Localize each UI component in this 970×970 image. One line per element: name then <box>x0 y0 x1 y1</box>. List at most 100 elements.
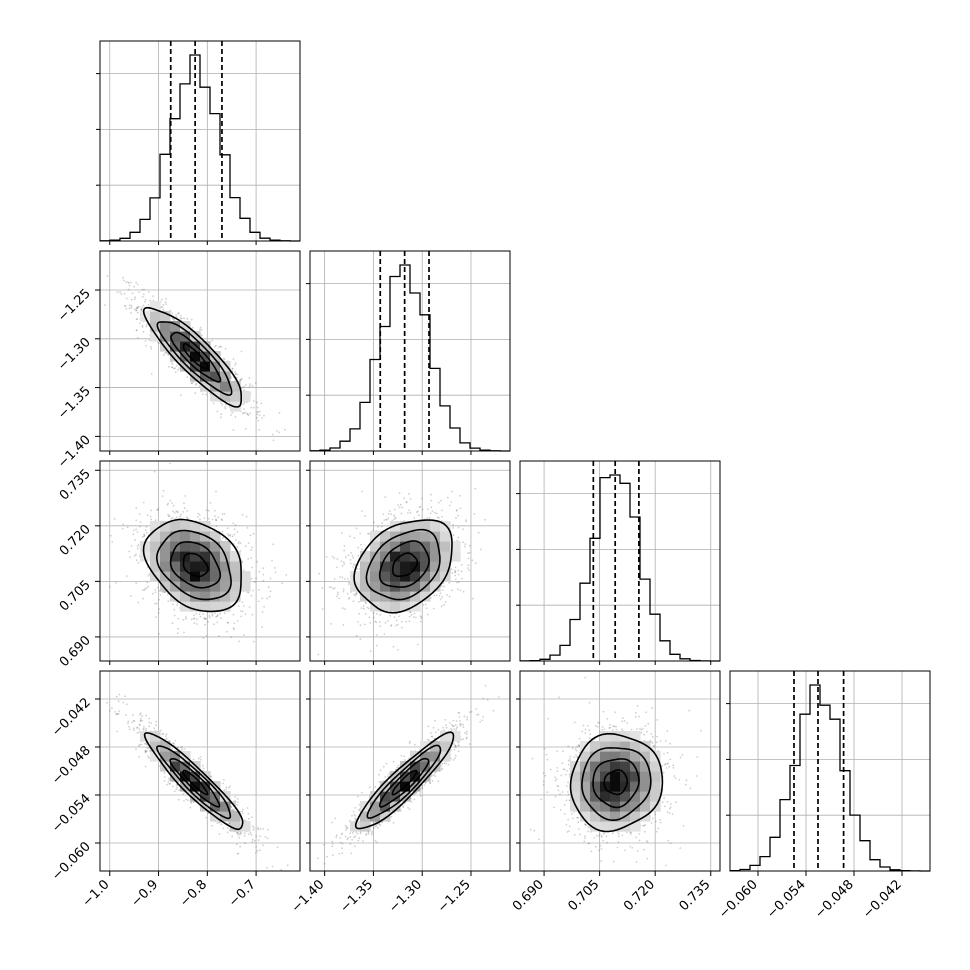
scatter-point <box>177 312 180 314</box>
scatter-point <box>268 595 271 598</box>
scatter-point <box>266 828 269 831</box>
scatter-point <box>118 693 121 696</box>
scatter-point <box>336 593 339 596</box>
scatter-point <box>123 292 126 295</box>
density-pixel <box>210 551 221 562</box>
scatter-point <box>348 597 351 599</box>
scatter-point <box>195 623 198 625</box>
scatter-point <box>465 519 467 521</box>
scatter-point <box>142 330 145 333</box>
scatter-point <box>165 297 168 300</box>
scatter-point <box>195 612 198 615</box>
scatter-point <box>163 591 166 593</box>
density-pixel <box>180 521 191 532</box>
scatter-point <box>154 602 157 605</box>
scatter-point <box>430 493 432 496</box>
scatter-point <box>420 617 423 620</box>
scatter-point <box>135 559 138 562</box>
scatter-point <box>248 606 251 608</box>
hist-panel-2 <box>516 460 721 662</box>
density-pixel <box>140 551 151 562</box>
scatter-point <box>333 578 336 580</box>
scatter-point <box>362 607 365 610</box>
scatter-point <box>175 365 178 367</box>
scatter-point <box>249 412 252 414</box>
scatter-point <box>440 499 442 502</box>
scatter-point <box>256 849 259 852</box>
scatter-point <box>154 589 157 591</box>
scatter-point <box>171 362 174 365</box>
scatter-point <box>416 511 418 514</box>
scatter-point <box>179 515 182 518</box>
density-pixel <box>240 391 251 402</box>
scatter-point <box>115 695 118 698</box>
density-pixel <box>210 591 221 602</box>
scatter-point <box>122 523 124 526</box>
density-pixel <box>210 381 221 392</box>
scatter-point <box>155 720 158 723</box>
scatter-point <box>240 615 243 618</box>
density-pixel <box>210 601 221 612</box>
scatter-point <box>359 638 362 641</box>
scatter-point <box>182 618 185 621</box>
panel-frame <box>519 460 721 662</box>
scatter-point <box>215 518 217 521</box>
scatter-point <box>213 623 215 626</box>
scatter-point <box>142 727 145 730</box>
scatter-point <box>246 527 249 529</box>
scatter-point <box>220 402 223 405</box>
scatter-point <box>152 592 154 595</box>
scatter-point <box>204 623 206 626</box>
scatter-point <box>359 624 362 626</box>
density-pixel <box>360 571 371 582</box>
scatter-point <box>128 550 131 553</box>
scatter-point <box>252 589 254 592</box>
scatter-point <box>284 428 286 431</box>
scatter-point <box>391 519 394 522</box>
density-pixel <box>220 571 231 582</box>
scatter-point <box>252 400 255 402</box>
scatter-point <box>393 516 396 518</box>
scatter-point <box>285 574 288 576</box>
density-pixel <box>380 571 391 582</box>
density-pixel <box>220 371 231 382</box>
scatter-point <box>474 562 477 564</box>
density-pixel <box>400 601 411 612</box>
scatter-point <box>183 317 185 320</box>
scatter-point <box>236 843 238 846</box>
density-pixel <box>420 561 431 572</box>
scatter-point <box>244 613 247 615</box>
scatter-point <box>261 626 264 628</box>
scatter-point <box>256 413 259 416</box>
scatter-point <box>343 545 346 547</box>
scatter-point <box>357 546 359 549</box>
scatter-point <box>211 518 214 521</box>
scatter-point <box>172 510 175 513</box>
scatter-point <box>136 531 139 533</box>
scatter-point <box>239 832 241 835</box>
scatter-point <box>130 545 133 547</box>
scatter-point <box>386 519 388 521</box>
scatter-point <box>138 755 141 758</box>
scatter-point <box>408 509 411 512</box>
scatter-point <box>130 298 133 301</box>
scatter-point <box>202 637 205 639</box>
scatter-point <box>217 516 220 519</box>
scatter-point <box>450 568 453 571</box>
scatter-point <box>256 406 259 409</box>
contour-0 <box>182 552 209 578</box>
density-pixel <box>400 521 411 532</box>
scatter-point <box>241 810 244 813</box>
scatter-point <box>183 507 186 510</box>
scatter-point <box>191 326 194 329</box>
scatter-point <box>193 617 196 620</box>
panel-frame <box>729 670 931 872</box>
scatter-point <box>211 339 214 342</box>
density-pixel <box>210 531 221 542</box>
scatter-point <box>456 539 459 542</box>
scatter-point <box>379 625 382 628</box>
scatter-point <box>448 595 451 598</box>
scatter-point <box>195 382 198 385</box>
scatter-point <box>342 624 345 626</box>
scatter-point <box>250 557 253 560</box>
